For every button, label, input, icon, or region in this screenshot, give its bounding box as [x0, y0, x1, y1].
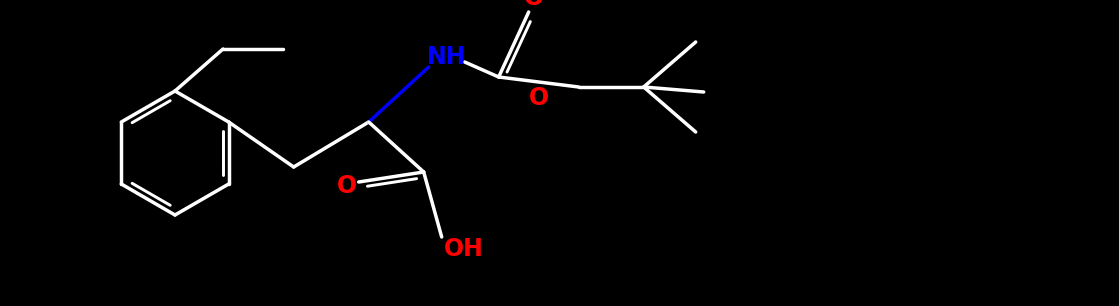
Text: O: O — [528, 86, 548, 110]
Text: O: O — [337, 174, 357, 198]
Text: OH: OH — [444, 237, 483, 261]
Text: NH: NH — [427, 45, 467, 69]
Text: O: O — [524, 0, 544, 10]
